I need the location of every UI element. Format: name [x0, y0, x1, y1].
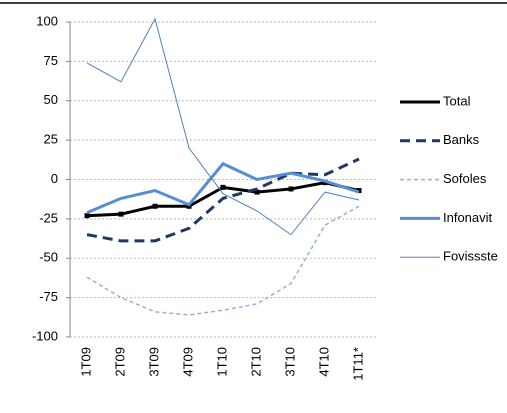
x-tick-label: 2T10 [248, 347, 263, 377]
y-tick-label: -75 [39, 289, 58, 304]
x-tick-label: 1T09 [78, 347, 93, 377]
point-marker [220, 184, 226, 190]
x-tick-label: 3T09 [146, 347, 161, 377]
point-marker [152, 203, 158, 209]
y-tick-label: -25 [39, 210, 58, 225]
y-tick-label: 0 [51, 171, 58, 186]
y-tick-label: 100 [36, 13, 58, 28]
y-tick-label: -50 [39, 250, 58, 265]
series-line [86, 17, 360, 236]
x-tick-label: 4T09 [180, 347, 195, 377]
legend-label: Infonavit [443, 210, 493, 225]
series-line [86, 161, 360, 214]
x-tick-label: 3T10 [282, 347, 297, 377]
series-line [86, 157, 360, 243]
y-tick-label: -100 [32, 328, 58, 343]
legend-label: Total [443, 93, 471, 108]
legend-label: Fovissste [443, 249, 498, 264]
y-tick-label: 25 [44, 132, 58, 147]
x-tick-label: 2T09 [112, 347, 127, 377]
y-tick-label: 50 [44, 92, 58, 107]
series-line [86, 205, 360, 316]
point-marker [254, 189, 260, 195]
legend-label: Banks [443, 132, 480, 147]
point-marker [84, 213, 90, 219]
x-tick-label: 4T10 [316, 347, 331, 377]
x-tick-label: 1T10 [214, 347, 229, 377]
legend-label: Sofoles [443, 171, 487, 186]
y-tick-label: 75 [44, 53, 58, 68]
point-marker [288, 186, 294, 192]
point-marker [118, 211, 124, 217]
x-tick-label: 1T11* [350, 347, 365, 381]
